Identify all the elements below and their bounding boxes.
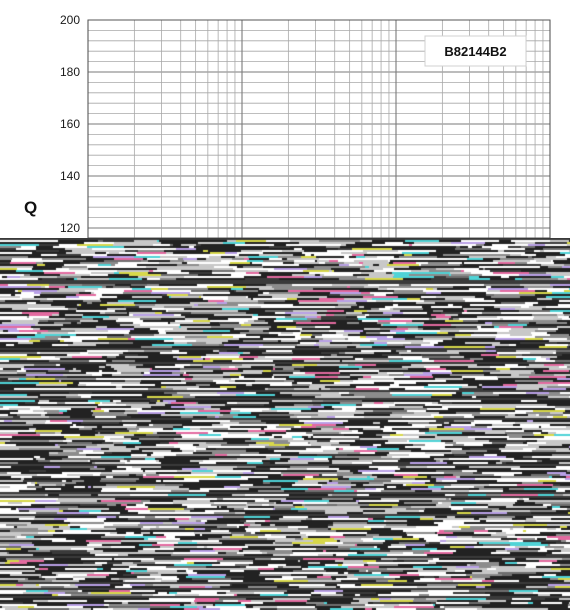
grid-lines bbox=[87, 19, 551, 238]
y-tick-label: 160 bbox=[60, 117, 80, 131]
y-tick-label: 180 bbox=[60, 65, 80, 79]
legend-box-background bbox=[424, 35, 527, 67]
legend-box: B82144B2 bbox=[424, 35, 527, 67]
y-tick-label: 120 bbox=[60, 221, 80, 235]
y-tick-label: 140 bbox=[60, 169, 80, 183]
corrupted-image-region bbox=[0, 238, 570, 610]
noise-canvas bbox=[0, 238, 570, 610]
y-tick-labels: 120 140 160 180 200 bbox=[60, 13, 80, 235]
y-tick-label: 200 bbox=[60, 13, 80, 27]
legend-text: B82144B2 bbox=[444, 44, 506, 59]
y-axis-label: Q bbox=[24, 198, 37, 217]
